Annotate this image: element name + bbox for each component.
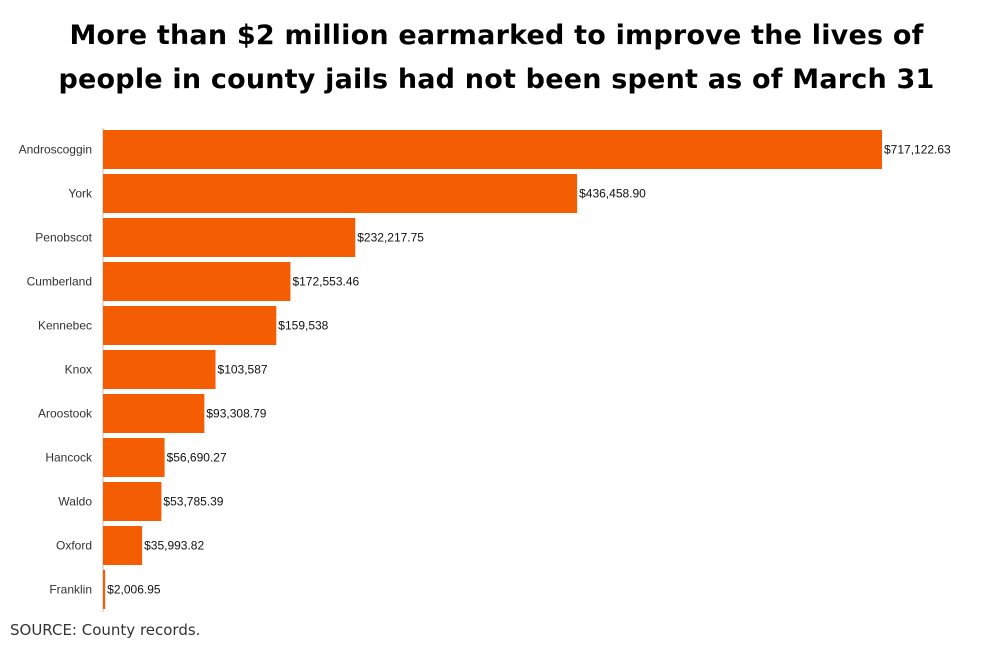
category-label-cumberland: Cumberland (27, 275, 92, 289)
value-label-kennebec: $159,538 (278, 319, 328, 333)
value-label-waldo: $53,785.39 (163, 495, 223, 509)
bar-oxford (103, 526, 143, 565)
bar-waldo (103, 482, 162, 521)
chart-title-line-2: people in county jails had not been spen… (58, 64, 935, 95)
category-label-waldo: Waldo (58, 495, 92, 509)
bar-franklin (103, 570, 106, 609)
bar-cumberland (103, 262, 291, 301)
category-label-hancock: Hancock (45, 451, 93, 465)
bar-androscoggin (103, 130, 882, 169)
value-label-hancock: $56,690.27 (167, 451, 227, 465)
value-label-penobscot: $232,217.75 (357, 231, 424, 245)
bar-aroostook (103, 394, 205, 433)
category-label-aroostook: Aroostook (38, 407, 93, 421)
category-label-kennebec: Kennebec (38, 319, 92, 333)
value-label-franklin: $2,006.95 (107, 583, 161, 597)
chart-title: More than $2 million earmarked to improv… (0, 14, 993, 102)
value-label-cumberland: $172,553.46 (292, 275, 359, 289)
category-label-york: York (68, 187, 93, 201)
category-label-penobscot: Penobscot (35, 231, 92, 245)
value-label-androscoggin: $717,122.63 (884, 143, 951, 157)
bar-hancock (103, 438, 165, 477)
value-label-york: $436,458.90 (579, 187, 646, 201)
source-note: SOURCE: County records. (10, 621, 201, 639)
category-label-franklin: Franklin (49, 583, 92, 597)
bar-kennebec (103, 306, 277, 345)
category-label-oxford: Oxford (56, 539, 92, 553)
bar-knox (103, 350, 216, 389)
chart-title-line-1: More than $2 million earmarked to improv… (69, 20, 924, 51)
category-label-androscoggin: Androscoggin (19, 143, 92, 157)
value-label-oxford: $35,993.82 (144, 539, 204, 553)
bar-penobscot (103, 218, 356, 257)
value-label-knox: $103,587 (218, 363, 268, 377)
value-label-aroostook: $93,308.79 (206, 407, 266, 421)
bar-york (103, 174, 578, 213)
category-label-knox: Knox (65, 363, 92, 377)
